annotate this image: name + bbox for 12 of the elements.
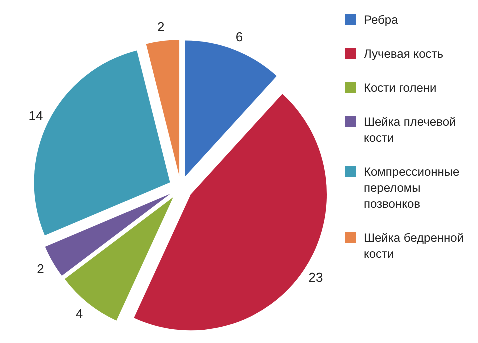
- legend-label: Кости голени: [364, 80, 437, 96]
- data-label: 2: [157, 20, 165, 35]
- legend-label: Шейка бедренной кости: [364, 230, 466, 262]
- data-label: 4: [76, 306, 84, 322]
- legend-label: Ребра: [364, 12, 398, 28]
- data-label: 2: [37, 262, 44, 276]
- data-label: 23: [308, 270, 324, 285]
- data-label: 14: [28, 108, 44, 124]
- legend-label: Шейка плечевой кости: [364, 114, 458, 146]
- data-label: 6: [236, 29, 244, 44]
- legend-label: Компрессионные переломы позвонков: [364, 164, 461, 212]
- legend-label: Лучевая кость: [364, 46, 444, 62]
